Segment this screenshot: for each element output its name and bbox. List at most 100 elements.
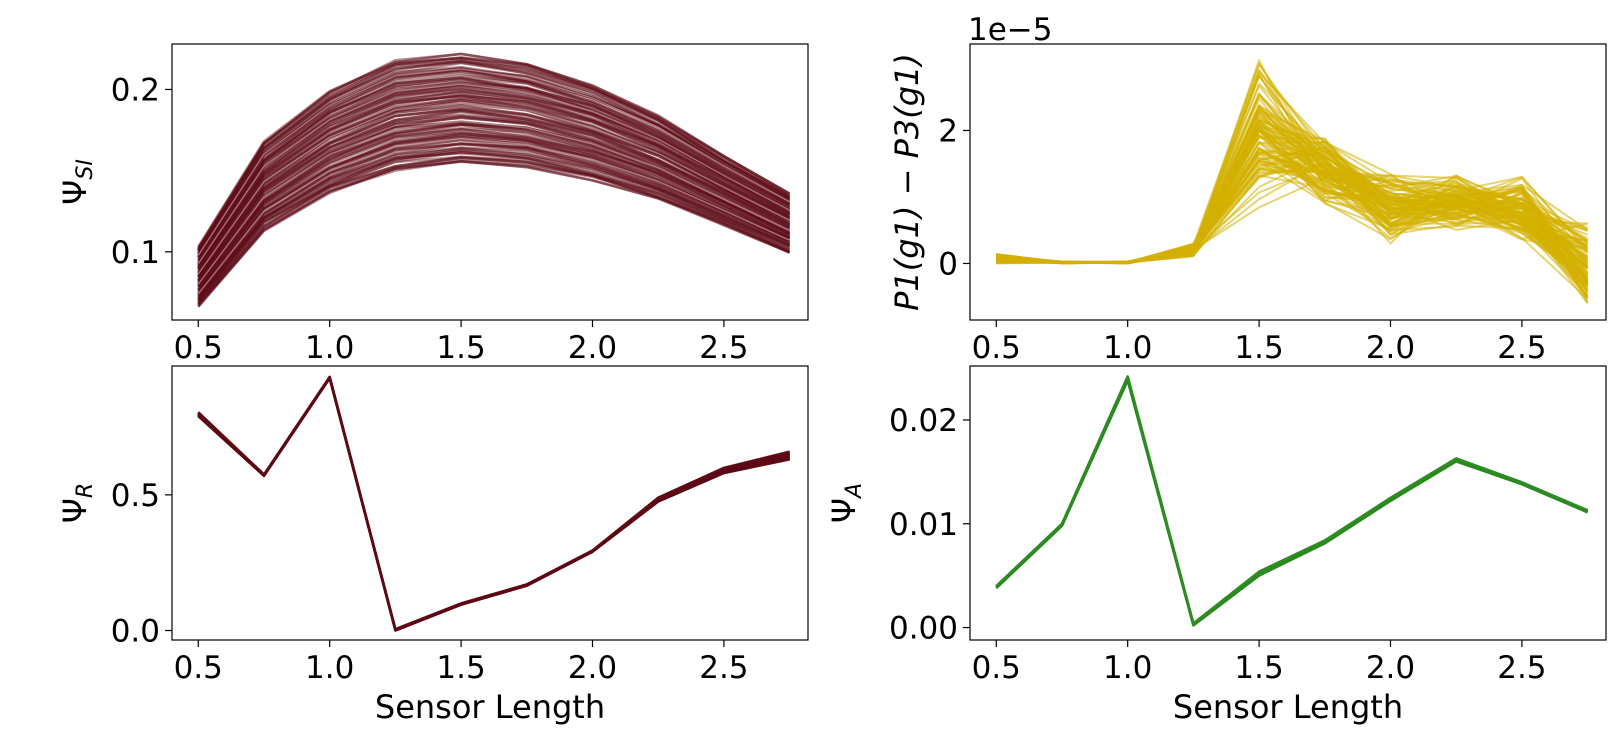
series-line-r: [197, 376, 790, 632]
series-line-si: [197, 68, 791, 258]
series-line-si: [197, 84, 791, 267]
series-line-r: [197, 376, 790, 632]
series-highlight-si: [197, 83, 790, 265]
series-line-si: [197, 126, 791, 288]
ytick-label: 0.1: [111, 235, 160, 271]
series-line-r: [197, 376, 790, 631]
series-line-a: [995, 376, 1589, 626]
series-line-si: [197, 72, 791, 258]
series-line-r: [197, 376, 790, 631]
series-line-si: [197, 93, 791, 271]
series-line-si: [197, 132, 791, 292]
series-line-si: [197, 142, 791, 300]
series-line-si: [197, 131, 791, 291]
xtick-label: 2.5: [699, 650, 748, 686]
series-layer-p1p3: [996, 59, 1589, 305]
ticks-a: 0.5 1.0 1.5 2.0 2.5 0.00 0.01 0.02: [889, 403, 1547, 686]
series-line-r: [197, 375, 790, 631]
plot-frame-a: [969, 365, 1607, 641]
series-line-si: [197, 159, 791, 308]
series-highlight-si: [197, 137, 790, 295]
series-line-si: [197, 69, 791, 258]
xtick-label: 2.0: [568, 650, 617, 686]
series-line-si: [197, 133, 791, 292]
series-line-si: [197, 146, 791, 300]
series-line-a: [995, 377, 1589, 626]
series-line-si: [197, 132, 791, 292]
ylabel-r: ΨR: [56, 483, 98, 523]
series-line-si: [197, 160, 791, 308]
plot-frame-r: [171, 365, 809, 641]
series-line-si: [197, 94, 791, 271]
ytick-label: 0.5: [111, 478, 160, 514]
series-line-a: [995, 376, 1589, 626]
series-line-a: [995, 375, 1589, 625]
ticks-r: 0.5 1.0 1.5 2.0 2.5 0.0 0.5: [111, 478, 749, 686]
series-line-si: [197, 57, 791, 250]
series-line-r: [197, 376, 790, 632]
xtick-label: 2.5: [1497, 330, 1546, 366]
series-line-a: [995, 378, 1589, 627]
series-line-si: [197, 56, 791, 251]
xtick-label: 1.5: [436, 330, 485, 366]
series-line-si: [197, 128, 791, 289]
offset-text-p1p3: 1e−5: [968, 12, 1053, 48]
series-line-si: [197, 90, 791, 268]
series-line-si: [197, 61, 791, 252]
series-line-si: [197, 146, 791, 299]
series-line-a: [995, 375, 1589, 625]
xtick-label: 1.5: [436, 650, 485, 686]
series-line-si: [197, 122, 791, 285]
series-line-si: [197, 156, 791, 306]
series-line-si: [197, 94, 791, 273]
ytick-label: 0.2: [111, 72, 160, 108]
ylabel-si: ΨSI: [56, 159, 98, 205]
series-line-si: [197, 109, 791, 279]
series-layer-r: [197, 375, 790, 632]
series-line-si: [197, 76, 791, 259]
series-line-r: [197, 375, 790, 631]
series-line-r: [197, 376, 790, 631]
panel-si: 0.5 1.0 1.5 2.0 2.5 0.1 0.2 ΨSI: [56, 43, 809, 366]
panel-p1p3: 0.5 1.0 1.5 2.0 2.5 0 2 1e−5 P1(g1) − P3(g1): [888, 12, 1607, 366]
series-line-si: [197, 149, 791, 301]
series-line-si: [197, 123, 791, 288]
series-line-si: [197, 152, 791, 302]
xtick-label: 1.5: [1234, 330, 1283, 366]
series-line-si: [197, 158, 791, 306]
xtick-label: 2.0: [1366, 650, 1415, 686]
series-line-si: [197, 107, 791, 279]
series-line-a: [995, 377, 1589, 626]
xtick-label: 2.5: [1497, 650, 1546, 686]
series-line-si: [197, 116, 791, 282]
series-line-si: [197, 141, 791, 297]
series-line-si: [197, 105, 791, 278]
series-line-si: [197, 108, 791, 278]
series-line-r: [197, 375, 790, 631]
series-line-r: [197, 375, 790, 631]
series-highlight-si: [197, 101, 790, 275]
series-line-a: [995, 378, 1589, 627]
xtick-label: 2.0: [1366, 330, 1415, 366]
series-line-si: [197, 80, 791, 264]
panel-r: 0.5 1.0 1.5 2.0 2.5 0.0 0.5 ΨR Sensor Length: [56, 365, 809, 726]
series-line-si: [197, 123, 791, 288]
series-line-r: [197, 376, 790, 631]
ticks-si: 0.5 1.0 1.5 2.0 2.5 0.1 0.2: [111, 72, 749, 366]
series-line-si: [197, 155, 791, 305]
series-line-a: [995, 379, 1589, 627]
series-line-si: [197, 103, 791, 276]
series-line-r: [197, 375, 790, 631]
ylabel-a: ΨA: [825, 483, 867, 523]
series-line-si: [197, 87, 791, 266]
series-line-a: [995, 375, 1589, 625]
xtick-label: 0.5: [972, 330, 1021, 366]
series-line-si: [197, 77, 791, 261]
series-line-si: [197, 156, 791, 305]
series-line-si: [197, 76, 791, 261]
plot-frame-p1p3: [969, 43, 1607, 321]
series-line-si: [197, 96, 791, 274]
series-line-si: [197, 142, 791, 298]
series-line-si: [197, 123, 791, 287]
